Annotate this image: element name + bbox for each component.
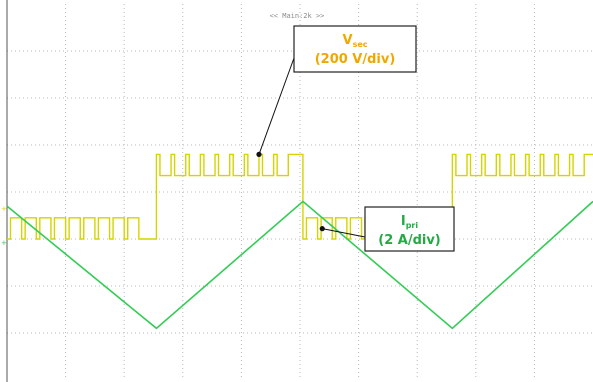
ipri-scale-label: (2 A/div): [378, 233, 441, 248]
vsec-ground-marker: +: [1, 205, 7, 213]
main-timebase-label: << Main:2k >>: [270, 12, 325, 20]
vsec-symbol-label: Vsec: [343, 33, 368, 49]
traces: [6, 153, 593, 330]
channel-markers: ++: [1, 205, 7, 247]
trace-vsec: [7, 153, 593, 240]
vsec-label-box: [293, 25, 417, 73]
ipri-label-box: [364, 206, 455, 252]
vsec-callout-line: [258, 57, 295, 155]
grid: [7, 4, 593, 380]
trace-ipri: [6, 200, 593, 330]
vsec-callout-dot: [256, 151, 262, 157]
annotations: Vsec (200 V/div) Ipri (2 A/div): [256, 25, 455, 252]
ipri-symbol-label: Ipri: [401, 214, 419, 230]
ipri-ground-marker: +: [1, 239, 7, 247]
ipri-callout-dot: [319, 226, 325, 232]
ipri-callout-line: [322, 228, 366, 238]
vsec-scale-label: (200 V/div): [315, 52, 396, 67]
